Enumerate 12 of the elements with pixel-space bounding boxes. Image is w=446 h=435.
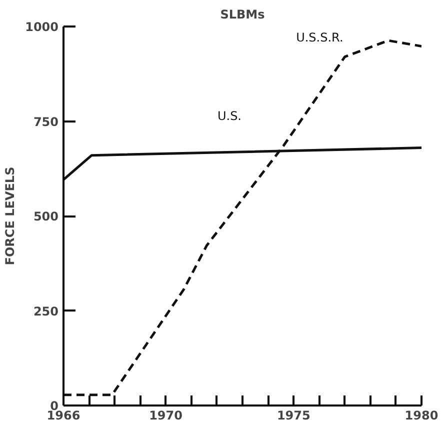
x-tick-label: 1970 bbox=[149, 408, 182, 422]
x-tick-label: 1980 bbox=[404, 408, 438, 422]
text: U.S. bbox=[217, 108, 242, 123]
y-tick-label: 500 bbox=[33, 210, 59, 224]
y-tick-label: 250 bbox=[33, 304, 59, 318]
x-tick-label: 1975 bbox=[276, 408, 310, 422]
y-tick-label: 1000 bbox=[25, 20, 59, 34]
series-label: U.S.S.R. bbox=[296, 30, 344, 45]
x-tick-label: 1966 bbox=[46, 408, 80, 422]
y-tick-label: 750 bbox=[33, 114, 59, 129]
chart-title: SLBMs bbox=[220, 8, 265, 22]
y-axis-title: FORCE LEVELS bbox=[3, 166, 18, 266]
